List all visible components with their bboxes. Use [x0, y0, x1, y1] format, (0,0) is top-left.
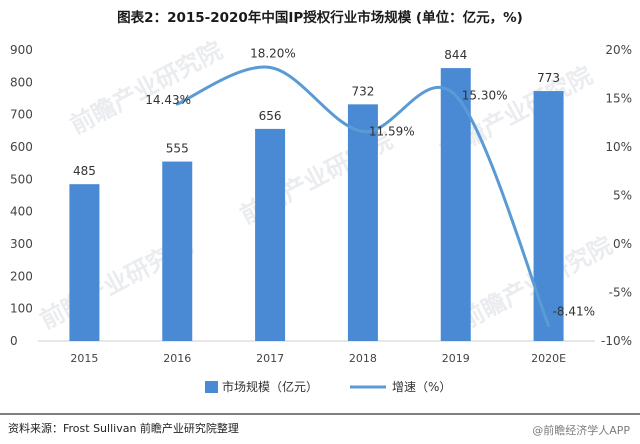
- y-left-tick-label: 500: [10, 172, 33, 186]
- y-left-tick-label: 300: [10, 237, 33, 251]
- bar: [533, 91, 564, 342]
- legend-label-line: 增速（%）: [392, 380, 451, 394]
- y-left-tick-label: 200: [10, 269, 33, 283]
- y-left-tick-label: 0: [10, 334, 18, 348]
- y-right-tick-label: 15%: [605, 92, 632, 106]
- growth-value-label: -8.41%: [553, 305, 595, 319]
- bar-value-label: 773: [537, 71, 560, 85]
- watermark-text: 前瞻产业研究院: [66, 36, 227, 140]
- y-left-tick-label: 100: [10, 302, 33, 316]
- bar-value-label: 844: [444, 48, 467, 62]
- chart-title: 图表2：2015-2020年中国IP授权行业市场规模 (单位：亿元，%): [117, 10, 523, 26]
- bar-value-label: 555: [166, 142, 189, 156]
- y-left-tick-label: 900: [10, 43, 33, 57]
- x-tick-label: 2016: [163, 352, 191, 365]
- y-right-tick-label: -10%: [601, 334, 632, 348]
- x-tick-label: 2017: [256, 352, 284, 365]
- source-note: 资料来源：Frost Sullivan 前瞻产业研究院整理: [8, 422, 239, 435]
- bar-value-label: 656: [259, 109, 282, 123]
- y-left-tick-label: 400: [10, 205, 33, 219]
- footer-watermark: @前瞻经济学人APP: [532, 424, 630, 437]
- x-tick-label: 2018: [349, 352, 377, 365]
- y-left-tick-label: 800: [10, 75, 33, 89]
- growth-value-label: 18.20%: [250, 46, 296, 60]
- growth-value-label: 11.59%: [369, 125, 415, 139]
- legend-swatch-bar: [205, 381, 218, 393]
- growth-value-label: 15.30%: [462, 89, 508, 103]
- growth-value-label: 14.43%: [145, 93, 191, 107]
- y-left-tick-label: 600: [10, 140, 33, 154]
- y-right-tick-label: 10%: [605, 140, 632, 154]
- x-tick-label: 2019: [442, 352, 470, 365]
- bar: [440, 68, 471, 342]
- y-right-tick-label: 0%: [613, 237, 632, 251]
- y-right-tick-label: -5%: [609, 286, 632, 300]
- legend-label-bar: 市场规模（亿元）: [222, 379, 318, 394]
- y-right-tick-label: 20%: [605, 43, 632, 57]
- bar: [69, 184, 100, 341]
- bar-value-label: 732: [351, 84, 374, 98]
- bar: [347, 104, 378, 341]
- x-tick-label: 2020E: [531, 352, 566, 365]
- y-left-tick-label: 700: [10, 108, 33, 122]
- bar-value-label: 485: [73, 164, 96, 178]
- growth-line: [175, 65, 551, 328]
- x-tick-label: 2015: [70, 352, 98, 365]
- y-right-tick-label: 5%: [613, 189, 632, 203]
- bar: [162, 161, 193, 341]
- bar: [255, 128, 286, 341]
